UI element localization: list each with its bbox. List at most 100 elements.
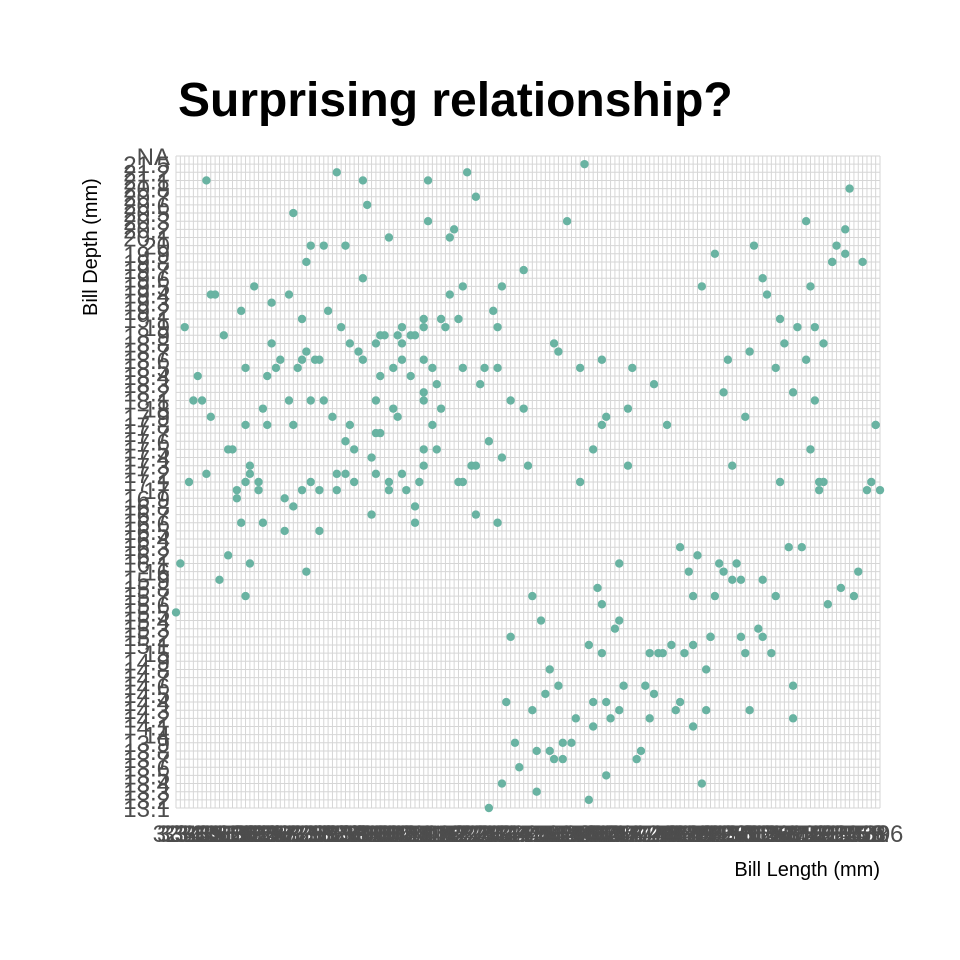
- data-point: [419, 445, 428, 454]
- data-point: [623, 404, 633, 413]
- x-tick-label: 42.9: [466, 821, 513, 848]
- x-tick-label: 36.9: [257, 821, 304, 848]
- data-points: [171, 159, 885, 813]
- x-tick-label: 40.8: [387, 821, 434, 848]
- data-point: [710, 591, 720, 601]
- x-tick-label: 32.1: [153, 821, 200, 848]
- data-point: [384, 233, 394, 242]
- x-tick-label: 36.8: [253, 821, 300, 848]
- x-tick-label: 36.4: [235, 821, 282, 848]
- data-point: [615, 706, 624, 715]
- data-point: [341, 469, 350, 479]
- y-tick-label: NA: [137, 144, 170, 171]
- x-tick-label: 49.1: [683, 821, 730, 848]
- x-tick-label: 38.7: [318, 821, 365, 848]
- x-tick-label: 52.7: [809, 821, 856, 848]
- data-point: [449, 225, 459, 234]
- y-tick-label: 18.1: [123, 389, 170, 416]
- data-point: [697, 282, 707, 291]
- y-tick-label: 20.6: [123, 193, 170, 220]
- data-point: [236, 306, 246, 316]
- data-point: [849, 591, 859, 601]
- x-tick-label: 47.5: [626, 821, 673, 848]
- data-point: [693, 551, 702, 560]
- x-tick-label: 42.4: [448, 821, 495, 848]
- x-tick-label: 36.6: [244, 821, 291, 848]
- x-tick-label: 50.7: [748, 821, 795, 848]
- y-tick-label: 14.6: [123, 674, 170, 701]
- x-tick-label: 50.2: [726, 821, 773, 848]
- y-tick-label: 13.2: [123, 788, 170, 815]
- data-point: [358, 355, 368, 364]
- data-point: [732, 559, 741, 568]
- y-tick-label: 20.2: [123, 217, 170, 244]
- data-point: [384, 485, 394, 495]
- data-point: [258, 518, 268, 527]
- y-tick-label: 13.4: [123, 772, 170, 799]
- data-point: [728, 575, 737, 584]
- y-tick-label: 18.3: [123, 372, 170, 399]
- y-tick-label: 13.3: [123, 780, 170, 807]
- data-point: [376, 428, 385, 438]
- y-tick-label: 13.9: [123, 731, 170, 758]
- x-tick-label: 35: [197, 821, 224, 848]
- data-point: [641, 681, 650, 690]
- x-tick-label: 36.5: [240, 821, 287, 848]
- x-tick-label: 45.8: [552, 821, 599, 848]
- x-tick-label: 37.7: [283, 821, 330, 848]
- x-tick-label: 50.3: [731, 821, 778, 848]
- y-tick-label: 15.1: [123, 633, 170, 660]
- data-point: [584, 640, 594, 650]
- x-tick-label: 40.7: [383, 821, 430, 848]
- data-point: [814, 485, 824, 495]
- x-tick-label: 47.8: [639, 821, 686, 848]
- data-point: [841, 249, 850, 258]
- x-tick-label: 49.7: [705, 821, 752, 848]
- data-point: [436, 314, 446, 324]
- data-point: [289, 502, 298, 511]
- data-point: [419, 396, 428, 405]
- x-tick-label: 44.4: [505, 821, 552, 848]
- data-point: [701, 706, 711, 715]
- x-tick-label: 46.6: [587, 821, 634, 848]
- data-point: [436, 404, 446, 413]
- data-point: [245, 469, 255, 479]
- x-tick-label: 46.5: [583, 821, 630, 848]
- data-point: [636, 746, 646, 756]
- y-tick-label: 15.2: [123, 625, 170, 652]
- x-tick-label: 38.2: [300, 821, 347, 848]
- data-point: [697, 779, 707, 788]
- data-point: [380, 331, 389, 340]
- y-tick-label: 13.8: [123, 739, 170, 766]
- y-tick-label: 16.3: [123, 535, 170, 562]
- y-tick-label: 14.2: [123, 706, 170, 733]
- x-tick-label: 35.6: [209, 821, 256, 848]
- data-point: [810, 396, 820, 405]
- data-point: [875, 485, 885, 495]
- data-point: [519, 265, 528, 275]
- y-tick-label: 17: [143, 478, 170, 505]
- data-point: [610, 624, 620, 633]
- data-point: [358, 274, 368, 283]
- y-tick-label: 19.3: [123, 291, 170, 318]
- x-tick-label: 50.6: [744, 821, 791, 848]
- data-point: [775, 477, 785, 487]
- data-point: [771, 363, 780, 373]
- x-tick-label: 43.1: [470, 821, 517, 848]
- data-point: [675, 543, 685, 552]
- data-point: [280, 494, 289, 503]
- data-point: [276, 355, 285, 364]
- data-point: [541, 689, 550, 699]
- data-point: [202, 176, 211, 185]
- x-tick-label: 37.2: [266, 821, 313, 848]
- x-tick-label: 47.6: [631, 821, 678, 848]
- data-point: [867, 477, 876, 487]
- y-tick-label: 18.4: [123, 364, 170, 391]
- data-point: [384, 477, 394, 487]
- x-tick-label: 41.6: [418, 821, 465, 848]
- data-point: [523, 461, 533, 470]
- y-tick-label: 14.1: [123, 715, 170, 742]
- x-tick-label: 51.1: [765, 821, 812, 848]
- data-point: [558, 754, 567, 764]
- data-point: [397, 322, 407, 332]
